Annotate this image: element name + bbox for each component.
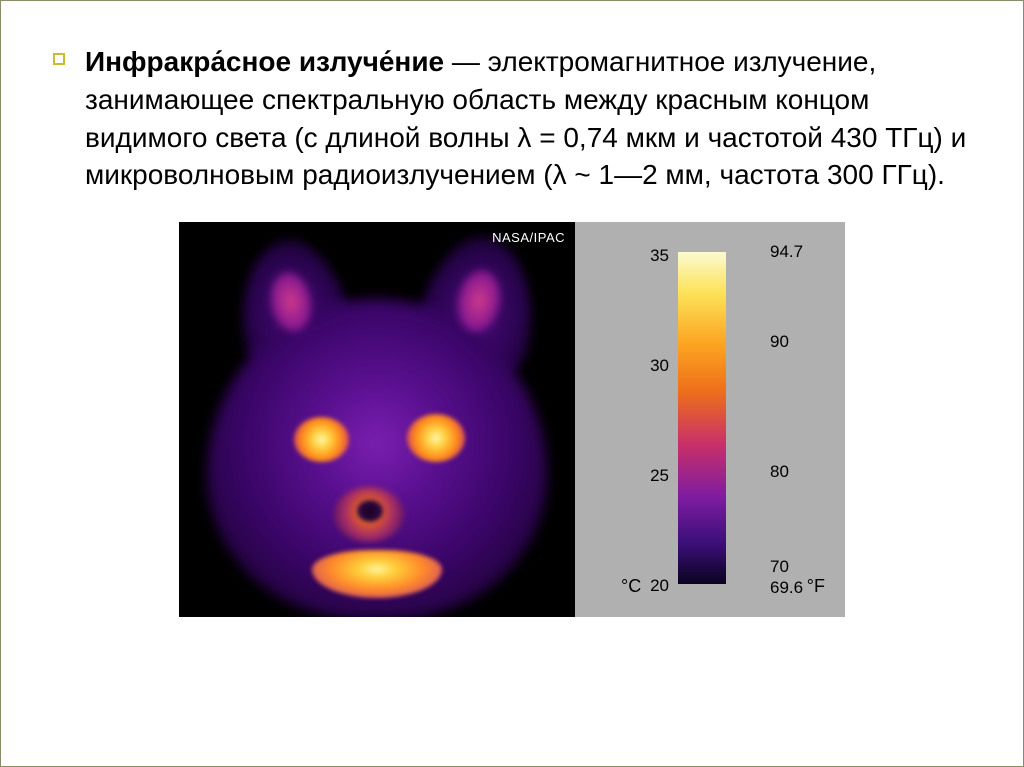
- c-tick: 35: [629, 246, 669, 266]
- colorbar: [678, 252, 726, 584]
- f-tick-max: 94.7: [770, 242, 803, 262]
- thermal-image: NASA/IPAC: [179, 222, 575, 617]
- image-credit: NASA/IPAC: [492, 230, 565, 245]
- fahrenheit-label: °F: [807, 576, 825, 597]
- c-tick: 30: [629, 356, 669, 376]
- f-tick-min: 69.6: [770, 578, 803, 598]
- figure-row: NASA/IPAC 35 30 25 20 94.7 90 80 70 69.6…: [53, 222, 971, 617]
- f-tick: 70: [770, 557, 789, 577]
- dog-eye-right: [407, 414, 465, 462]
- temperature-scale-panel: 35 30 25 20 94.7 90 80 70 69.6 °C °F: [575, 222, 845, 617]
- term: Инфракра́сное излуче́ние: [85, 46, 444, 77]
- c-tick: 25: [629, 466, 669, 486]
- definition-paragraph: Инфракра́сное излуче́ние — электромагнит…: [85, 43, 971, 194]
- slide-content: Инфракра́сное излуче́ние — электромагнит…: [1, 1, 1023, 617]
- dog-eye-left: [294, 417, 349, 462]
- bullet-marker: [53, 53, 65, 65]
- bullet-item: Инфракра́сное излуче́ние — электромагнит…: [53, 43, 971, 194]
- f-tick: 90: [770, 332, 789, 352]
- f-tick: 80: [770, 462, 789, 482]
- celsius-label: °C: [621, 576, 641, 597]
